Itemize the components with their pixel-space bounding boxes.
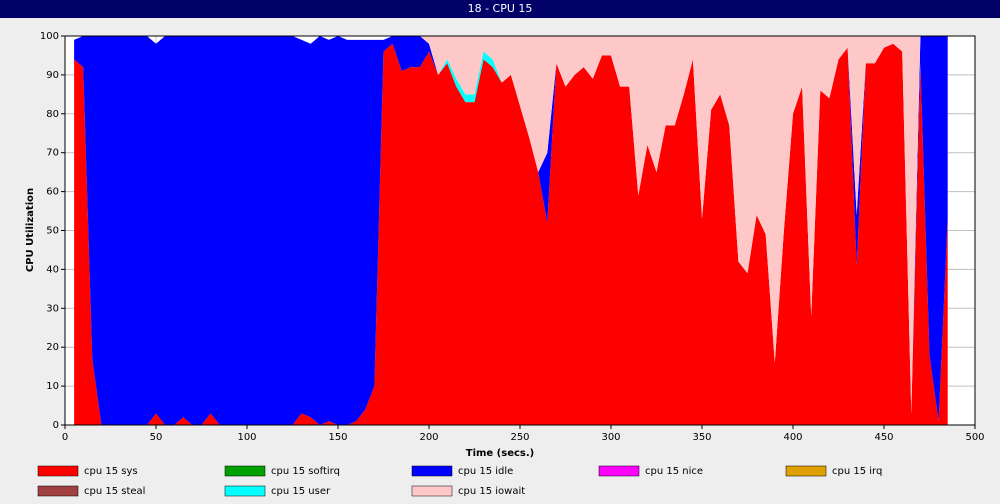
x-axis-label: Time (secs.) xyxy=(466,448,535,459)
area xyxy=(74,36,948,414)
x-tick-label: 500 xyxy=(965,432,984,443)
y-tick-label: 30 xyxy=(46,303,59,314)
title-bar xyxy=(0,0,1000,18)
y-tick-label: 90 xyxy=(46,70,59,81)
legend-swatch xyxy=(37,485,79,497)
legend-label: cpu 15 softirq xyxy=(271,466,340,477)
x-tick-label: 0 xyxy=(62,432,68,443)
legend-label: cpu 15 user xyxy=(271,486,331,497)
legend-label: cpu 15 irq xyxy=(832,466,882,477)
legend-swatch xyxy=(224,465,266,477)
x-tick-label: 200 xyxy=(419,432,438,443)
x-tick-label: 150 xyxy=(328,432,347,443)
y-tick-label: 40 xyxy=(46,264,59,275)
y-tick-label: 100 xyxy=(40,31,59,42)
area xyxy=(74,43,948,425)
legend-swatch xyxy=(785,465,827,477)
y-tick-label: 10 xyxy=(46,381,59,392)
legend-label: cpu 15 sys xyxy=(84,466,138,477)
legend-swatch xyxy=(411,485,453,497)
x-tick-label: 300 xyxy=(601,432,620,443)
y-tick-label: 70 xyxy=(46,148,59,159)
legend-label: cpu 15 idle xyxy=(458,466,513,477)
legend-label: cpu 15 steal xyxy=(84,486,145,497)
plot-frame xyxy=(64,35,976,426)
x-tick-label: 250 xyxy=(510,432,529,443)
y-tick-label: 80 xyxy=(46,109,59,120)
legend-swatch xyxy=(598,465,640,477)
y-tick-label: 50 xyxy=(46,226,59,237)
legend-label: cpu 15 iowait xyxy=(458,486,525,497)
y-axis-label: CPU Utilization xyxy=(25,188,36,272)
legend-label: cpu 15 nice xyxy=(645,466,703,477)
x-tick-label: 400 xyxy=(783,432,802,443)
legend-swatch xyxy=(37,465,79,477)
y-tick-label: 0 xyxy=(53,420,59,431)
y-tick-label: 20 xyxy=(46,342,59,353)
x-tick-label: 350 xyxy=(692,432,711,443)
legend-swatch xyxy=(224,485,266,497)
legend-swatch xyxy=(411,465,453,477)
x-tick-label: 450 xyxy=(874,432,893,443)
x-tick-label: 100 xyxy=(237,432,256,443)
x-tick-label: 50 xyxy=(150,432,163,443)
area xyxy=(74,36,948,425)
y-tick-label: 60 xyxy=(46,187,59,198)
chart-title: 18 - CPU 15 xyxy=(468,2,533,15)
